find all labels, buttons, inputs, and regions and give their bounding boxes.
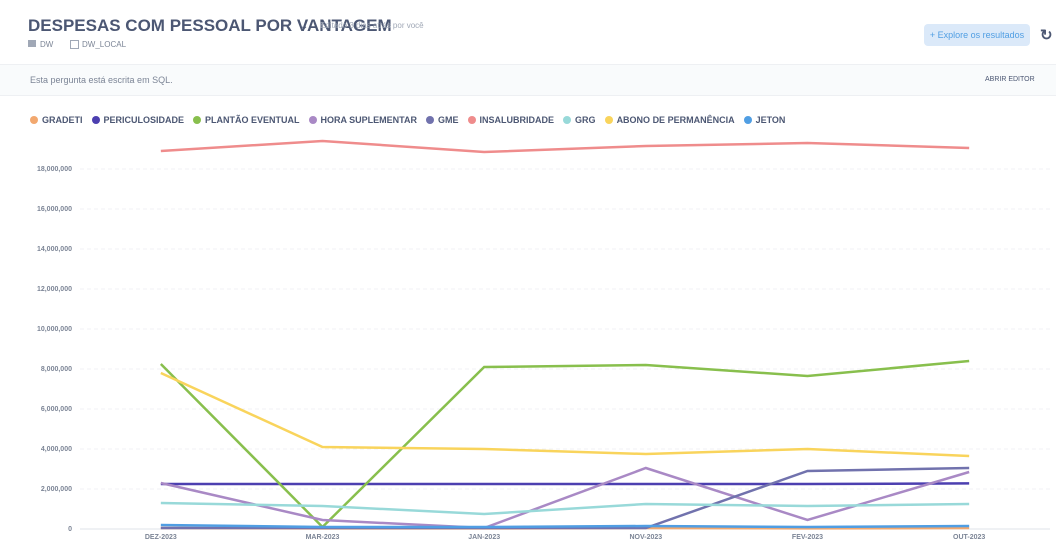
legend-label: JETON <box>755 115 786 125</box>
legend-dot <box>308 116 317 124</box>
y-tick-label: 12,000,000 <box>37 286 72 293</box>
y-tick-label: 4,000,000 <box>41 446 72 453</box>
legend-label: GRG <box>575 115 596 125</box>
y-tick-label: 0 <box>68 526 72 533</box>
button-label: Explore os resultados <box>937 30 1025 40</box>
legend-item[interactable]: INSALUBRIDADE <box>467 115 555 125</box>
legend-item[interactable]: GME <box>426 115 459 125</box>
y-tick-label: 14,000,000 <box>37 246 72 253</box>
explore-button[interactable]: + Explore os resultados <box>924 24 1030 46</box>
series-line <box>160 523 970 529</box>
series-line <box>160 482 970 486</box>
y-tick-label: 6,000,000 <box>41 406 72 413</box>
legend-label: HORA SUPLEMENTAR <box>320 115 418 125</box>
edited: Editado 3 dias atrás por você <box>320 21 424 30</box>
legend-item[interactable]: ABONO DE PERMANÊNCIA <box>604 115 735 125</box>
legend-item[interactable]: PLANTÃO EVENTUAL <box>193 115 300 125</box>
legend-item[interactable]: PERICULOSIDADE <box>91 115 185 125</box>
title: DESPESAS COM PESSOAL POR VANTAGEM <box>28 16 392 35</box>
legend-item[interactable]: GRADETI <box>30 115 83 125</box>
series-line <box>160 466 970 530</box>
y-tick-label: 16,000,000 <box>37 206 72 213</box>
y-tick-label: 10,000,000 <box>37 326 72 333</box>
legend-label: ABONO DE PERMANÊNCIA <box>616 115 735 125</box>
legend: GRADETI PERICULOSIDADE PLANTÃO EVENTUAL HOR… <box>30 115 785 125</box>
series-line <box>160 501 970 516</box>
open-editor[interactable]: ABRIR EDITOR <box>985 76 1035 83</box>
x-tick-label: OUT-2023 <box>953 534 985 541</box>
legend-dot <box>193 116 202 124</box>
y-tick-label: 18,000,000 <box>37 166 72 173</box>
legend-label: PLANTÃO EVENTUAL <box>205 115 300 125</box>
x-tick-label: FEV-2023 <box>792 534 823 541</box>
refresh-icon[interactable]: ↻ <box>1040 27 1053 44</box>
x-tick-label: DEZ-2023 <box>145 534 177 541</box>
series-line <box>160 466 970 530</box>
legend-item[interactable]: GRG <box>563 115 596 125</box>
y-tick-label: 2,000,000 <box>41 486 72 493</box>
legend-dot <box>563 116 572 124</box>
legend-item[interactable]: HORA SUPLEMENTAR <box>308 115 418 125</box>
x-tick-label: MAR-2023 <box>306 534 340 541</box>
legend-dot <box>743 116 752 124</box>
series-line <box>160 139 970 154</box>
legend-dot <box>426 116 435 124</box>
sql-text: Esta pergunta está escrita em SQL. <box>30 75 173 85</box>
breadcrumb[interactable]: DW <box>40 40 54 49</box>
sql-bar: Esta pergunta está escrita em SQL. ABRIR… <box>0 64 1056 96</box>
legend-dot <box>91 116 100 124</box>
legend-item[interactable]: JETON <box>743 115 786 125</box>
legend-label: INSALUBRIDADE <box>479 115 555 125</box>
legend-dot <box>604 116 613 124</box>
y-tick-label: 8,000,000 <box>41 366 72 373</box>
dropdown-icon[interactable]: ⌄ <box>300 21 309 32</box>
series-line <box>159 359 970 529</box>
legend-label: GME <box>438 115 459 125</box>
x-tick-label: NOV-2023 <box>629 534 662 541</box>
legend-dot <box>30 116 38 124</box>
breadcrumb[interactable]: DW_LOCAL <box>82 40 127 49</box>
legend-dot <box>467 116 476 124</box>
x-tick-label: JAN-2023 <box>468 534 500 541</box>
db-icon <box>70 40 79 49</box>
folder-icon <box>28 40 36 47</box>
legend-label: PERICULOSIDADE <box>103 115 185 125</box>
series-line <box>160 371 970 458</box>
legend-label: GRADETI <box>42 115 83 125</box>
